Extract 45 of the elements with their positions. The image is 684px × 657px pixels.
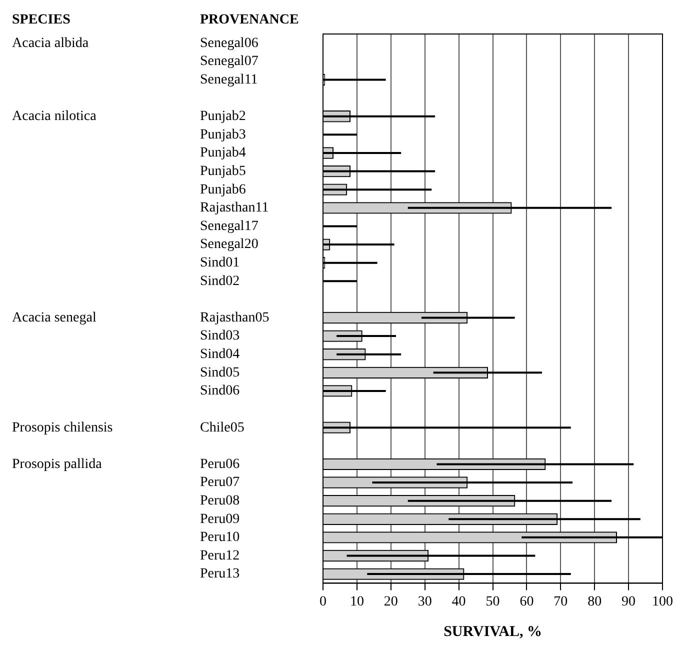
x-tick-label: 100 bbox=[652, 594, 673, 610]
text: Acacia senegal bbox=[12, 310, 96, 326]
y-tick-label: Senegal11 bbox=[200, 72, 258, 88]
y-tick-label: Senegal06 bbox=[200, 36, 258, 51]
x-tick-label: 50 bbox=[486, 594, 500, 610]
y-tick-label: Senegal20 bbox=[200, 237, 258, 252]
text: SPECIES bbox=[12, 12, 71, 28]
x-tick-label: 80 bbox=[588, 594, 602, 610]
text: Acacia nilotica bbox=[12, 109, 98, 124]
y-tick-label: Peru08 bbox=[200, 493, 240, 508]
y-tick-label: Punjab2 bbox=[200, 109, 246, 124]
text: Prosopis pallida bbox=[12, 456, 103, 472]
x-axis-title: SURVIVAL, % bbox=[444, 624, 542, 640]
y-tick-label: Peru09 bbox=[200, 512, 240, 527]
x-tick-label: 10 bbox=[350, 594, 364, 610]
y-tick-label: Punjab4 bbox=[200, 146, 246, 161]
x-tick-label: 40 bbox=[452, 594, 466, 610]
x-tick-label: 0 bbox=[320, 594, 326, 610]
y-tick-label: Rajasthan11 bbox=[200, 200, 269, 216]
y-tick-label: Sind02 bbox=[200, 274, 240, 289]
text: Acacia albida bbox=[12, 36, 90, 51]
y-tick-label: Peru07 bbox=[200, 475, 240, 490]
y-tick-label: Sind03 bbox=[200, 328, 240, 344]
text: Prosopis chilensis bbox=[12, 420, 113, 436]
y-tick-label: Punjab5 bbox=[200, 164, 246, 179]
y-tick-label: Senegal07 bbox=[200, 54, 258, 70]
y-tick-label: Peru13 bbox=[200, 566, 240, 582]
y-tick-label: Sind04 bbox=[200, 347, 240, 362]
y-tick-label: Chile05 bbox=[200, 420, 244, 436]
y-tick-label: Rajasthan05 bbox=[200, 310, 270, 326]
y-tick-label: Peru06 bbox=[200, 456, 240, 472]
x-tick-label: 90 bbox=[622, 594, 636, 610]
x-tick-label: 60 bbox=[520, 594, 534, 610]
y-tick-label: Senegal17 bbox=[200, 218, 258, 234]
y-tick-label: Peru10 bbox=[200, 530, 240, 546]
y-tick-label: Sind06 bbox=[200, 384, 240, 399]
x-tick-label: 20 bbox=[384, 594, 398, 610]
x-tick-label: 30 bbox=[418, 594, 432, 610]
x-tick-label: 70 bbox=[554, 594, 568, 610]
y-tick-label: Punjab6 bbox=[200, 182, 246, 198]
text: PROVENANCE bbox=[200, 12, 299, 28]
y-tick-label: Punjab3 bbox=[200, 127, 246, 142]
y-tick-label: Sind01 bbox=[200, 256, 240, 271]
y-tick-label: Sind05 bbox=[200, 365, 240, 380]
y-tick-label: Peru12 bbox=[200, 548, 240, 564]
